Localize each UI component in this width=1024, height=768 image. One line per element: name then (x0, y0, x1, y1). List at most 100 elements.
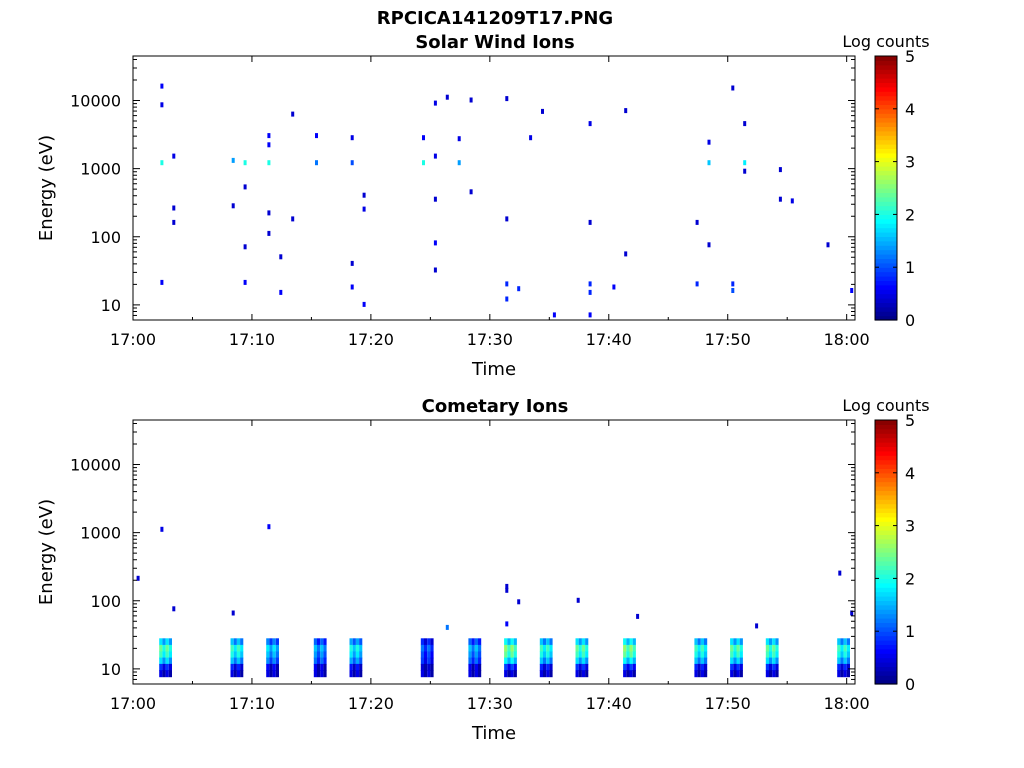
figure-title: RPCICA141209T17.PNG (377, 8, 613, 29)
colorbar-tick-label: 2 (905, 205, 915, 224)
data-cell (517, 286, 521, 292)
data-cell (549, 663, 553, 671)
data-cell (575, 651, 579, 659)
data-cell (581, 657, 586, 665)
data-cell (755, 623, 759, 629)
data-cell (275, 670, 279, 678)
colorbar-tick-label: 0 (905, 311, 915, 330)
data-cell (424, 663, 428, 671)
data-cell (433, 240, 437, 246)
data-cell (588, 219, 592, 225)
data-cell (159, 657, 163, 665)
data-cell (165, 638, 169, 646)
colorbar-segment (875, 543, 897, 549)
data-cell (837, 670, 841, 678)
data-cell (629, 644, 633, 652)
data-cell (323, 651, 327, 659)
data-cell (765, 663, 769, 671)
data-cell (172, 606, 176, 612)
data-cell (629, 670, 633, 678)
colorbar-segment (875, 192, 897, 198)
data-cell (267, 210, 271, 216)
data-cell (168, 638, 172, 646)
data-cell (269, 657, 273, 665)
colorbar-segment (875, 556, 897, 562)
data-cell (704, 644, 708, 652)
data-cell (739, 657, 743, 665)
y-tick-label: 100 (90, 592, 121, 611)
data-cell (843, 670, 847, 678)
data-cell (433, 196, 437, 202)
data-cell (168, 670, 172, 678)
data-cell (159, 651, 163, 659)
x-tick-label: 18:00 (824, 694, 870, 713)
data-cell (585, 638, 589, 646)
colorbar-segment (875, 675, 897, 681)
data-cell (626, 644, 630, 652)
data-cell (843, 657, 847, 665)
data-cell (162, 651, 166, 659)
colorbar-segment (875, 139, 897, 145)
data-cell (733, 644, 737, 652)
colorbar-segment (875, 578, 897, 584)
colorbar-frame (874, 55, 898, 321)
data-cell (504, 638, 508, 646)
data-cell (743, 121, 747, 127)
data-cell (507, 644, 511, 652)
colorbar-segment (875, 280, 897, 286)
data-cell (504, 670, 508, 678)
data-cell (731, 281, 735, 287)
colorbar-segment (875, 508, 897, 513)
data-cell (846, 644, 850, 652)
colorbar-segment (875, 64, 897, 70)
data-cell (159, 663, 163, 671)
data-cell (275, 651, 279, 659)
colorbar-segment (875, 428, 897, 434)
data-cell (775, 663, 779, 671)
data-cell (231, 157, 235, 163)
data-cell (581, 663, 586, 671)
data-cell (424, 651, 428, 659)
data-cell (552, 312, 556, 318)
data-cell (272, 644, 276, 652)
data-cell (837, 644, 841, 652)
data-cell (231, 203, 235, 209)
data-cell (266, 657, 270, 665)
colorbar-segment (875, 486, 897, 491)
data-cell (765, 670, 769, 678)
data-cell (359, 657, 363, 665)
data-cell (240, 663, 244, 671)
colorbar-segment (875, 582, 897, 588)
data-cell (317, 657, 321, 665)
data-cell (736, 644, 740, 652)
data-cell (505, 216, 509, 222)
data-cell (474, 651, 478, 659)
data-cell (275, 644, 279, 652)
data-cell (733, 663, 737, 671)
data-cell (272, 651, 276, 659)
cometary-panel: Cometary Ions Time Energy (eV) Log count… (36, 396, 930, 744)
data-cell (160, 83, 164, 89)
data-cell (626, 663, 630, 671)
data-cell (230, 638, 234, 646)
data-cell (433, 267, 437, 273)
data-cell (695, 281, 699, 287)
data-cell (313, 638, 317, 646)
data-cell (575, 663, 579, 671)
colorbar-segment (875, 95, 897, 101)
data-cell (272, 670, 276, 678)
data-cell (731, 288, 735, 293)
data-cell (478, 657, 482, 665)
data-cell (736, 638, 740, 646)
x-tick-label: 17:20 (348, 330, 394, 349)
data-cell (430, 670, 434, 678)
colorbar-segment (875, 183, 897, 189)
colorbar-segment (875, 626, 897, 632)
data-cell (510, 644, 514, 652)
data-cell (581, 644, 586, 652)
data-cell (359, 670, 363, 678)
data-cell (700, 638, 704, 646)
data-cell (629, 638, 633, 646)
data-cell (765, 657, 769, 665)
colorbar-segment (875, 618, 897, 623)
